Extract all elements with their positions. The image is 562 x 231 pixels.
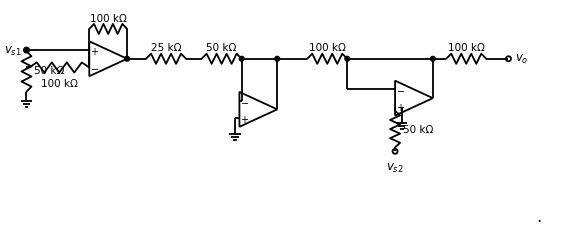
Circle shape <box>430 57 435 62</box>
Text: 25 kΩ: 25 kΩ <box>151 43 182 53</box>
Text: 100 kΩ: 100 kΩ <box>448 43 484 53</box>
Text: 100 kΩ: 100 kΩ <box>309 43 346 53</box>
Text: .: . <box>537 207 542 225</box>
Text: $-$: $-$ <box>90 63 99 73</box>
Text: 50 kΩ: 50 kΩ <box>206 43 237 53</box>
Text: 100 kΩ: 100 kΩ <box>90 14 126 24</box>
Text: $v_{s1}$: $v_{s1}$ <box>4 44 22 57</box>
Text: 50 kΩ: 50 kΩ <box>34 66 65 76</box>
Circle shape <box>125 57 129 62</box>
Text: $+$: $+$ <box>240 113 249 124</box>
Circle shape <box>275 57 279 62</box>
Circle shape <box>345 57 350 62</box>
Text: $v_o$: $v_o$ <box>515 53 529 66</box>
Text: $+$: $+$ <box>90 45 99 56</box>
Text: 50 kΩ: 50 kΩ <box>403 125 433 134</box>
Circle shape <box>24 49 29 53</box>
Text: $-$: $-$ <box>396 85 405 95</box>
Text: 100 kΩ: 100 kΩ <box>41 78 78 88</box>
Text: $+$: $+$ <box>396 102 405 113</box>
Text: $-$: $-$ <box>240 96 249 106</box>
Text: $v_{s2}$: $v_{s2}$ <box>386 161 404 174</box>
Circle shape <box>239 57 244 62</box>
